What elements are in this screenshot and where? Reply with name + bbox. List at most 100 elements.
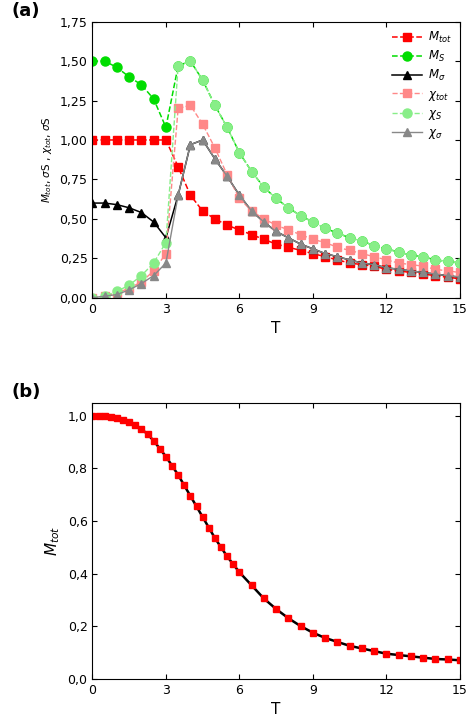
$\chi_{tot}$: [335, 243, 340, 251]
$M_{\sigma}$: [408, 266, 414, 275]
$M_S$: [90, 57, 95, 66]
$M_{\sigma}$: [138, 208, 144, 217]
$M_S$: [212, 101, 218, 110]
$M_{tot}$: [396, 266, 401, 275]
$\chi_S$: [261, 183, 267, 191]
$\chi_S$: [396, 248, 401, 256]
$M_{\sigma}$: [396, 265, 401, 274]
$\chi_S$: [151, 258, 156, 267]
$\chi_{\sigma}$: [371, 260, 377, 269]
$M_{\sigma}$: [346, 256, 352, 264]
$\chi_{tot}$: [445, 266, 450, 275]
$\chi_S$: [249, 168, 255, 176]
$\chi_{\sigma}$: [163, 258, 169, 267]
$\chi_{\sigma}$: [420, 268, 426, 277]
$\chi_S$: [359, 237, 365, 245]
$M_S$: [273, 194, 279, 203]
$M_{tot}$: [273, 240, 279, 248]
$M_S$: [188, 57, 193, 66]
$\chi_{\sigma}$: [90, 293, 95, 302]
$M_{tot}$: [138, 136, 144, 144]
$\chi_S$: [310, 217, 316, 226]
$M_S$: [322, 224, 328, 232]
$M_{\sigma}$: [457, 273, 463, 282]
$\chi_{\sigma}$: [298, 240, 303, 248]
$M_{tot}$: [90, 136, 95, 144]
$M_S$: [383, 245, 389, 253]
$M_{tot}$: [200, 206, 205, 215]
$M_S$: [285, 204, 291, 212]
$\chi_{\sigma}$: [175, 191, 181, 199]
$M_{\sigma}$: [249, 206, 255, 215]
$M_{\sigma}$: [310, 245, 316, 253]
$M_{\sigma}$: [102, 199, 108, 207]
$M_{tot}$: [102, 136, 108, 144]
Line: $\chi_{tot}$: $\chi_{tot}$: [89, 102, 464, 302]
Line: $M_S$: $M_S$: [88, 56, 465, 268]
$\chi_{tot}$: [224, 170, 230, 179]
$M_{\sigma}$: [383, 264, 389, 272]
$M_{tot}$: [420, 270, 426, 279]
$\chi_{tot}$: [285, 225, 291, 234]
$\chi_{tot}$: [212, 144, 218, 152]
$\chi_S$: [457, 258, 463, 267]
$M_S$: [102, 57, 108, 66]
$M_{\sigma}$: [371, 260, 377, 269]
$M_{\sigma}$: [188, 140, 193, 149]
$\chi_S$: [420, 253, 426, 261]
$\chi_{tot}$: [261, 214, 267, 223]
$M_{\sigma}$: [445, 271, 450, 280]
Text: (a): (a): [12, 2, 40, 20]
$M_{tot}$: [383, 265, 389, 274]
$\chi_{\sigma}$: [237, 191, 242, 199]
$\chi_{\sigma}$: [335, 253, 340, 261]
$M_S$: [359, 237, 365, 245]
$M_{\sigma}$: [237, 191, 242, 199]
$M_{\sigma}$: [163, 233, 169, 242]
$M_{\sigma}$: [224, 172, 230, 180]
$\chi_S$: [188, 57, 193, 66]
$M_S$: [126, 72, 132, 81]
$\chi_{\sigma}$: [346, 256, 352, 264]
$M_{tot}$: [237, 225, 242, 234]
$M_{tot}$: [408, 268, 414, 277]
X-axis label: T: T: [272, 321, 281, 336]
$\chi_{\sigma}$: [432, 270, 438, 279]
$\chi_S$: [383, 245, 389, 253]
$M_{\sigma}$: [298, 240, 303, 248]
$\chi_S$: [273, 194, 279, 203]
$M_{tot}$: [346, 258, 352, 267]
$M_{\sigma}$: [175, 191, 181, 199]
$M_S$: [371, 241, 377, 250]
$M_{\sigma}$: [212, 155, 218, 163]
$\chi_{tot}$: [408, 260, 414, 269]
$\chi_{\sigma}$: [200, 136, 205, 144]
$\chi_{\sigma}$: [138, 279, 144, 288]
Line: $\chi_S$: $\chi_S$: [88, 56, 465, 303]
$\chi_S$: [126, 281, 132, 290]
Legend: $M_{tot}$, $M_S$, $M_{\sigma}$, $\chi_{tot}$, $\chi_S$, $\chi_{\sigma}$: $M_{tot}$, $M_S$, $M_{\sigma}$, $\chi_{t…: [390, 27, 454, 143]
$\chi_{tot}$: [200, 120, 205, 129]
$\chi_{tot}$: [151, 266, 156, 275]
$\chi_{\sigma}$: [445, 271, 450, 280]
$\chi_{tot}$: [298, 230, 303, 239]
$M_{\sigma}$: [420, 268, 426, 277]
$\chi_{tot}$: [273, 221, 279, 230]
$\chi_{\sigma}$: [151, 271, 156, 280]
$M_{tot}$: [457, 274, 463, 283]
$\chi_S$: [346, 233, 352, 242]
$M_S$: [408, 251, 414, 259]
Line: $M_{tot}$: $M_{tot}$: [89, 136, 464, 282]
$M_S$: [200, 76, 205, 84]
$\chi_{tot}$: [310, 235, 316, 244]
$\chi_S$: [163, 238, 169, 247]
$\chi_{tot}$: [396, 258, 401, 267]
$M_{\sigma}$: [151, 217, 156, 226]
$\chi_S$: [371, 241, 377, 250]
$\chi_{\sigma}$: [285, 233, 291, 242]
$M_S$: [445, 257, 450, 266]
$\chi_{tot}$: [420, 262, 426, 271]
$M_{\sigma}$: [322, 249, 328, 258]
$M_{tot}$: [224, 221, 230, 230]
$\chi_{\sigma}$: [212, 155, 218, 163]
